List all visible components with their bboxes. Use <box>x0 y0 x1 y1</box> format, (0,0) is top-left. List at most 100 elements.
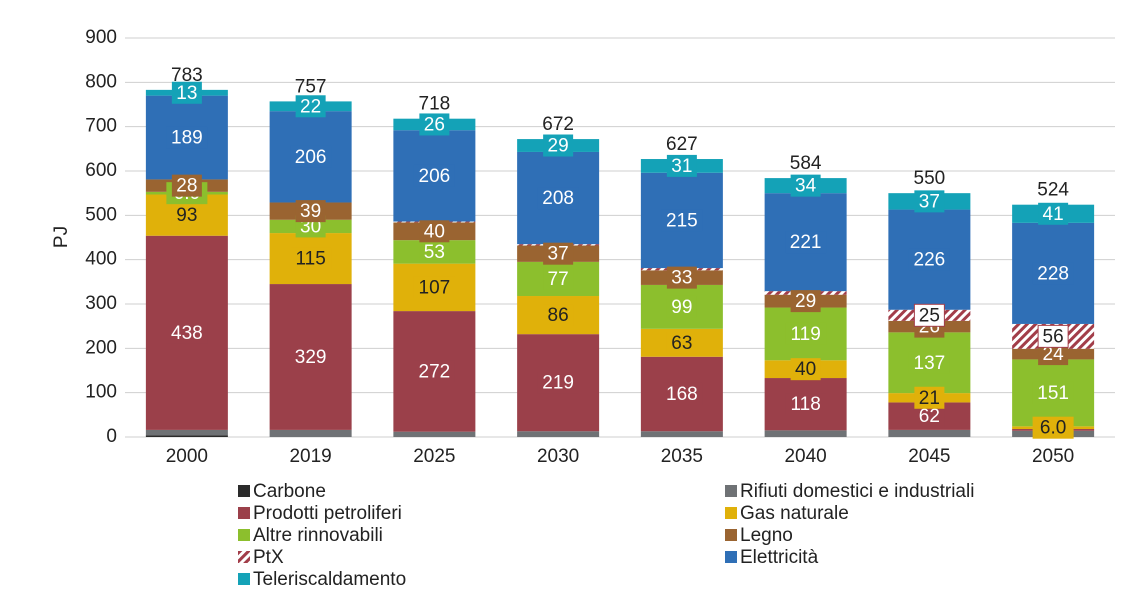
value-label: 119 <box>790 324 820 345</box>
x-tick-label: 2040 <box>784 446 826 467</box>
value-label: 28 <box>176 176 197 197</box>
value-label-box <box>413 164 455 187</box>
value-label: 62 <box>919 406 940 427</box>
total-label: 524 <box>1037 180 1069 201</box>
value-label: 215 <box>666 210 698 231</box>
value-label: 26 <box>424 114 445 135</box>
value-label-box <box>914 386 945 409</box>
y-axis-label: PJ <box>51 226 72 248</box>
value-label: 77 <box>548 269 569 290</box>
total-label: 672 <box>542 114 574 135</box>
value-label-box <box>419 240 450 263</box>
total-label: 718 <box>419 94 451 115</box>
value-label-box <box>290 145 332 168</box>
total-label: 627 <box>666 134 698 155</box>
value-label: 228 <box>1037 263 1069 284</box>
y-tick-label: 300 <box>85 293 117 314</box>
value-label: 29 <box>795 291 816 312</box>
value-label: 189 <box>171 128 203 149</box>
legend-swatch <box>238 485 250 497</box>
legend-swatch <box>725 507 737 519</box>
legend-swatch <box>725 551 737 563</box>
value-label-box <box>543 134 574 157</box>
value-label-box <box>290 345 332 368</box>
value-label: 208 <box>542 188 574 209</box>
value-label: 137 <box>914 353 946 374</box>
bar-segment <box>888 429 971 437</box>
y-tick-label: 200 <box>85 337 117 358</box>
value-label: 31 <box>671 156 692 177</box>
value-label-box <box>543 242 574 265</box>
value-label: 93 <box>176 205 197 226</box>
value-label-box <box>419 220 450 243</box>
value-label: 107 <box>419 277 451 298</box>
value-label-box <box>419 113 450 136</box>
value-label: 33 <box>671 268 692 289</box>
value-label-box <box>413 360 455 383</box>
bar-segment <box>640 431 723 437</box>
legend-label: Legno <box>740 525 793 546</box>
value-label: 25 <box>919 305 940 326</box>
total-label: 757 <box>295 76 327 97</box>
value-label-box <box>914 405 945 428</box>
legend-swatch <box>238 507 250 519</box>
value-label: 21 <box>919 388 940 409</box>
value-label-box <box>171 204 202 227</box>
value-label-box <box>1038 343 1069 366</box>
value-label: 438 <box>171 323 203 344</box>
value-label: 39 <box>300 201 321 222</box>
value-label: 63 <box>671 333 692 354</box>
value-label: 56 <box>1043 326 1064 347</box>
y-tick-label: 700 <box>85 116 117 137</box>
value-label: 34 <box>795 176 817 197</box>
value-label-box <box>290 247 332 270</box>
bar-segment <box>517 431 600 437</box>
value-label: 37 <box>919 191 940 212</box>
value-label-box <box>166 321 208 344</box>
value-label-box <box>1032 381 1074 404</box>
value-label-box <box>166 126 208 149</box>
value-label: 24 <box>1043 344 1065 365</box>
legend-swatch <box>238 573 250 585</box>
value-label: 118 <box>790 394 820 415</box>
value-label-box <box>666 295 697 318</box>
legend-label: Gas naturale <box>740 503 849 524</box>
legend-label: Prodotti petroliferi <box>253 503 402 524</box>
value-label-box <box>171 81 202 104</box>
value-label-box <box>790 358 821 381</box>
value-label: 272 <box>419 361 451 382</box>
value-label-box <box>543 304 574 327</box>
bar-segment <box>145 435 228 437</box>
x-tick-label: 2035 <box>661 446 703 467</box>
value-label: 6.0 <box>1040 418 1066 439</box>
value-label-box <box>790 174 821 197</box>
value-label-box <box>543 267 574 290</box>
total-label: 584 <box>790 153 822 174</box>
value-label-box <box>295 200 326 223</box>
value-label-box <box>661 382 703 405</box>
value-label-box <box>666 331 697 354</box>
x-tick-label: 2050 <box>1032 446 1074 467</box>
value-label: 168 <box>666 384 698 405</box>
x-tick-label: 2045 <box>908 446 950 467</box>
bar-segment <box>393 431 476 437</box>
value-label: 53 <box>424 242 445 263</box>
bar-segment <box>764 430 847 437</box>
legend-label: Teleriscaldamento <box>253 569 406 590</box>
legend-label: Elettricità <box>740 547 819 568</box>
x-tick-label: 2025 <box>413 446 455 467</box>
value-label-box <box>666 154 697 177</box>
legend-swatch <box>725 485 737 497</box>
value-label-box <box>666 266 697 289</box>
x-tick-label: 2030 <box>537 446 579 467</box>
y-tick-label: 0 <box>106 426 117 447</box>
value-label-box <box>661 209 703 232</box>
value-label: 29 <box>548 136 569 157</box>
legend-label: Carbone <box>253 481 326 502</box>
value-label: 219 <box>542 373 574 394</box>
legend-label: PtX <box>253 547 284 568</box>
value-label: 221 <box>790 232 822 253</box>
value-label-box <box>295 95 326 118</box>
value-label: 86 <box>548 305 569 326</box>
